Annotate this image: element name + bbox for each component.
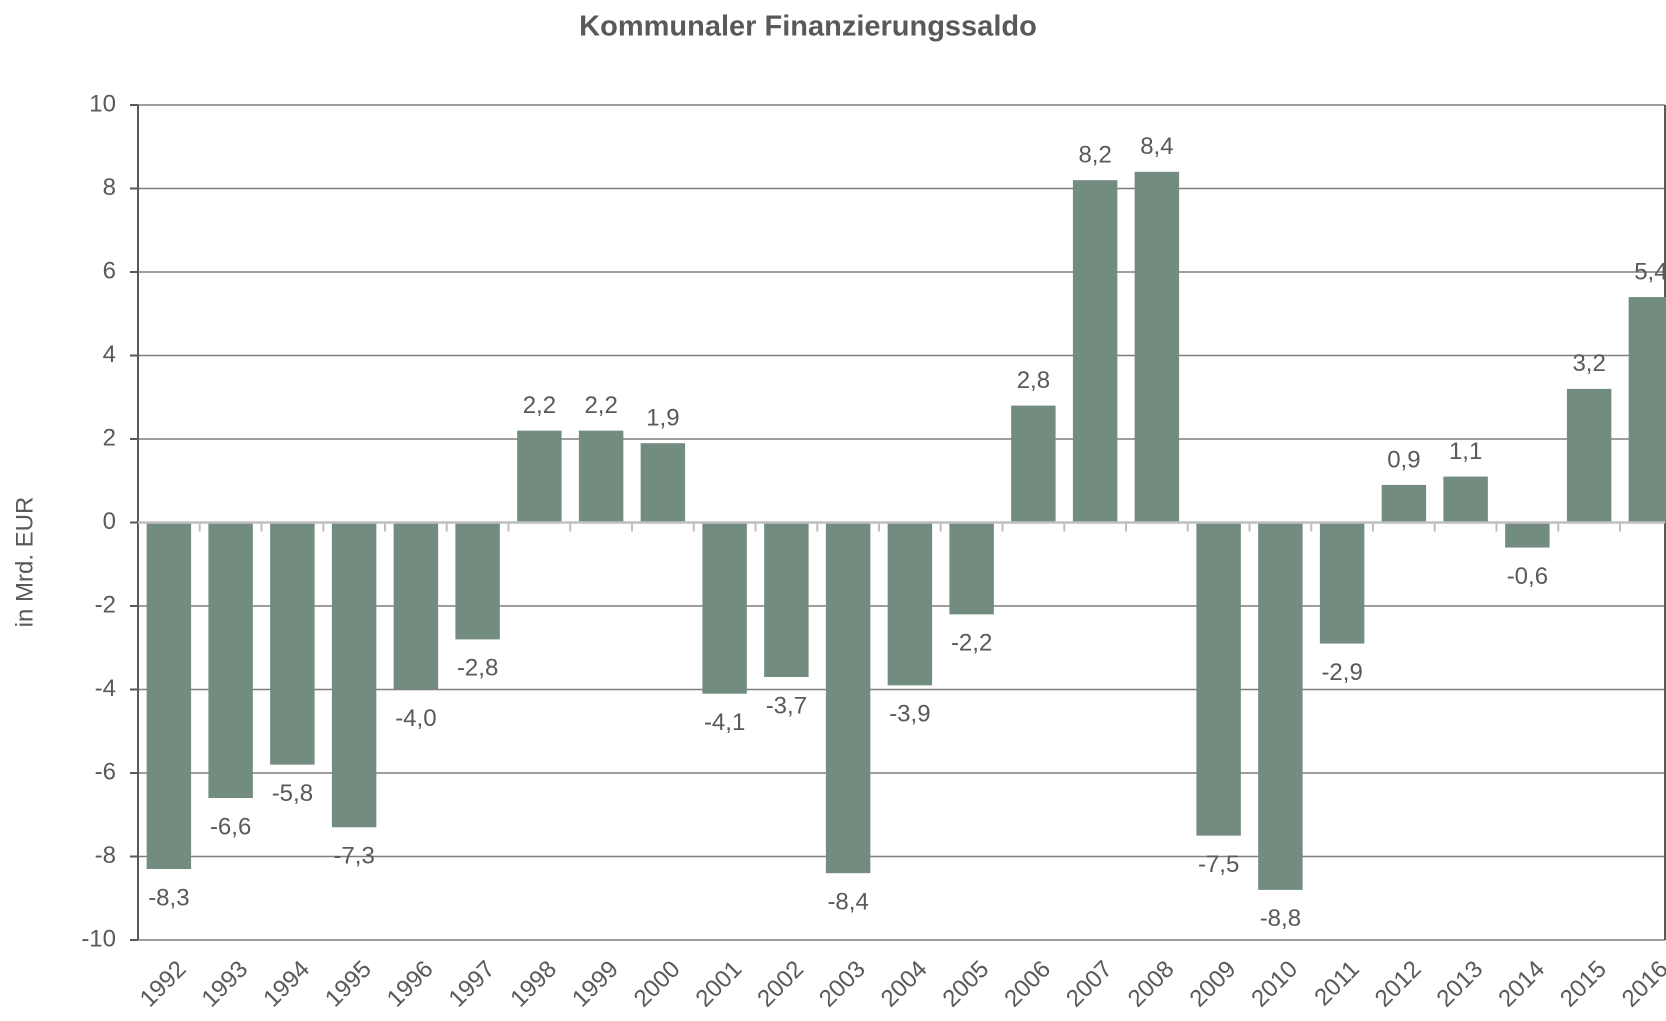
x-tick-label: 2000 xyxy=(629,956,686,1013)
value-label: 8,2 xyxy=(1078,141,1111,168)
bar xyxy=(1011,405,1056,523)
value-label: 8,4 xyxy=(1140,133,1173,160)
x-tick-label: 2004 xyxy=(876,956,933,1013)
bar xyxy=(1566,388,1612,523)
value-label: -8,4 xyxy=(827,889,868,916)
value-label: -7,3 xyxy=(333,843,374,870)
value-label: 2,2 xyxy=(523,392,556,419)
x-tick-label: 1994 xyxy=(258,956,315,1013)
x-tick-label: 2014 xyxy=(1493,956,1550,1013)
y-tick-label: 2 xyxy=(103,424,116,451)
value-label: 5,4 xyxy=(1634,258,1666,285)
bar xyxy=(146,522,192,870)
bar xyxy=(455,522,500,640)
y-tick-label: 4 xyxy=(103,341,116,368)
value-label: 1,1 xyxy=(1449,438,1482,465)
bar xyxy=(1628,297,1666,523)
value-label: 2,8 xyxy=(1017,367,1050,394)
value-label: -2,9 xyxy=(1321,659,1362,686)
bar xyxy=(270,522,315,765)
bar xyxy=(208,522,253,799)
value-label: -6,6 xyxy=(210,813,251,840)
value-label: -3,7 xyxy=(766,692,807,719)
x-tick-label: 2010 xyxy=(1246,956,1303,1013)
value-label: -5,8 xyxy=(272,780,313,807)
bar xyxy=(764,522,809,677)
bar xyxy=(1258,522,1303,890)
x-tick-label: 2001 xyxy=(691,956,748,1013)
x-tick-label: 2006 xyxy=(999,956,1056,1013)
bar xyxy=(517,430,562,523)
value-label: -2,2 xyxy=(951,630,992,657)
x-tick-label: 2009 xyxy=(1185,956,1242,1013)
x-tick-label: 2013 xyxy=(1432,956,1489,1013)
x-tick-label: 2007 xyxy=(1061,956,1118,1013)
x-tick-label: 1993 xyxy=(197,956,254,1013)
bar xyxy=(1134,171,1180,523)
bar xyxy=(578,430,624,523)
x-tick-label: 1995 xyxy=(320,956,377,1013)
chart-title: Kommunaler Finanzierungssaldo xyxy=(579,11,1037,43)
bar xyxy=(1443,476,1488,523)
y-tick-label: -10 xyxy=(81,925,116,952)
x-tick-label: 2015 xyxy=(1555,956,1612,1013)
x-tick-label: 2012 xyxy=(1370,956,1427,1013)
y-tick-label: 10 xyxy=(89,90,116,117)
y-tick-label: -8 xyxy=(95,842,116,869)
bar xyxy=(331,522,377,828)
y-tick-label: 6 xyxy=(103,257,116,284)
bar xyxy=(1381,484,1427,523)
y-tick-label: -2 xyxy=(95,591,116,618)
value-label: 3,2 xyxy=(1572,350,1605,377)
x-tick-label: 2011 xyxy=(1309,956,1365,1012)
bar xyxy=(393,522,439,690)
x-tick-label: 1997 xyxy=(444,956,501,1013)
value-label: -7,5 xyxy=(1198,851,1239,878)
bar xyxy=(640,443,686,523)
y-tick-label: -6 xyxy=(95,758,116,785)
x-tick-label: 2003 xyxy=(814,956,871,1013)
bar xyxy=(1072,180,1118,523)
bar xyxy=(825,522,871,874)
x-tick-label: 1999 xyxy=(567,956,624,1013)
value-label: 1,9 xyxy=(646,405,679,432)
value-label: -0,6 xyxy=(1507,563,1548,590)
value-label: -3,9 xyxy=(889,701,930,728)
value-label: -4,1 xyxy=(704,709,745,736)
x-tick-label: 1996 xyxy=(382,956,439,1013)
bar xyxy=(702,522,747,694)
y-axis-label: in Mrd. EUR xyxy=(11,497,38,628)
value-label: -4,0 xyxy=(395,705,436,732)
bar xyxy=(887,522,933,686)
y-tick-label: 8 xyxy=(103,174,116,201)
x-tick-label: 1992 xyxy=(135,956,192,1013)
bar xyxy=(1505,522,1550,548)
x-tick-label: 1998 xyxy=(505,956,562,1013)
value-label: 0,9 xyxy=(1387,446,1420,473)
value-label: -8,3 xyxy=(148,884,189,911)
x-tick-label: 2005 xyxy=(938,956,995,1013)
y-tick-label: 0 xyxy=(103,508,116,535)
x-tick-label: 2008 xyxy=(1123,956,1180,1013)
bar xyxy=(1319,522,1365,644)
value-label: -8,8 xyxy=(1260,905,1301,932)
x-tick-label: 2002 xyxy=(752,956,809,1013)
value-label: -2,8 xyxy=(457,655,498,682)
bar xyxy=(949,522,994,615)
bar xyxy=(1196,522,1241,836)
value-label: 2,2 xyxy=(584,392,617,419)
y-tick-label: -4 xyxy=(95,675,116,702)
x-tick-label: 2016 xyxy=(1617,956,1666,1013)
